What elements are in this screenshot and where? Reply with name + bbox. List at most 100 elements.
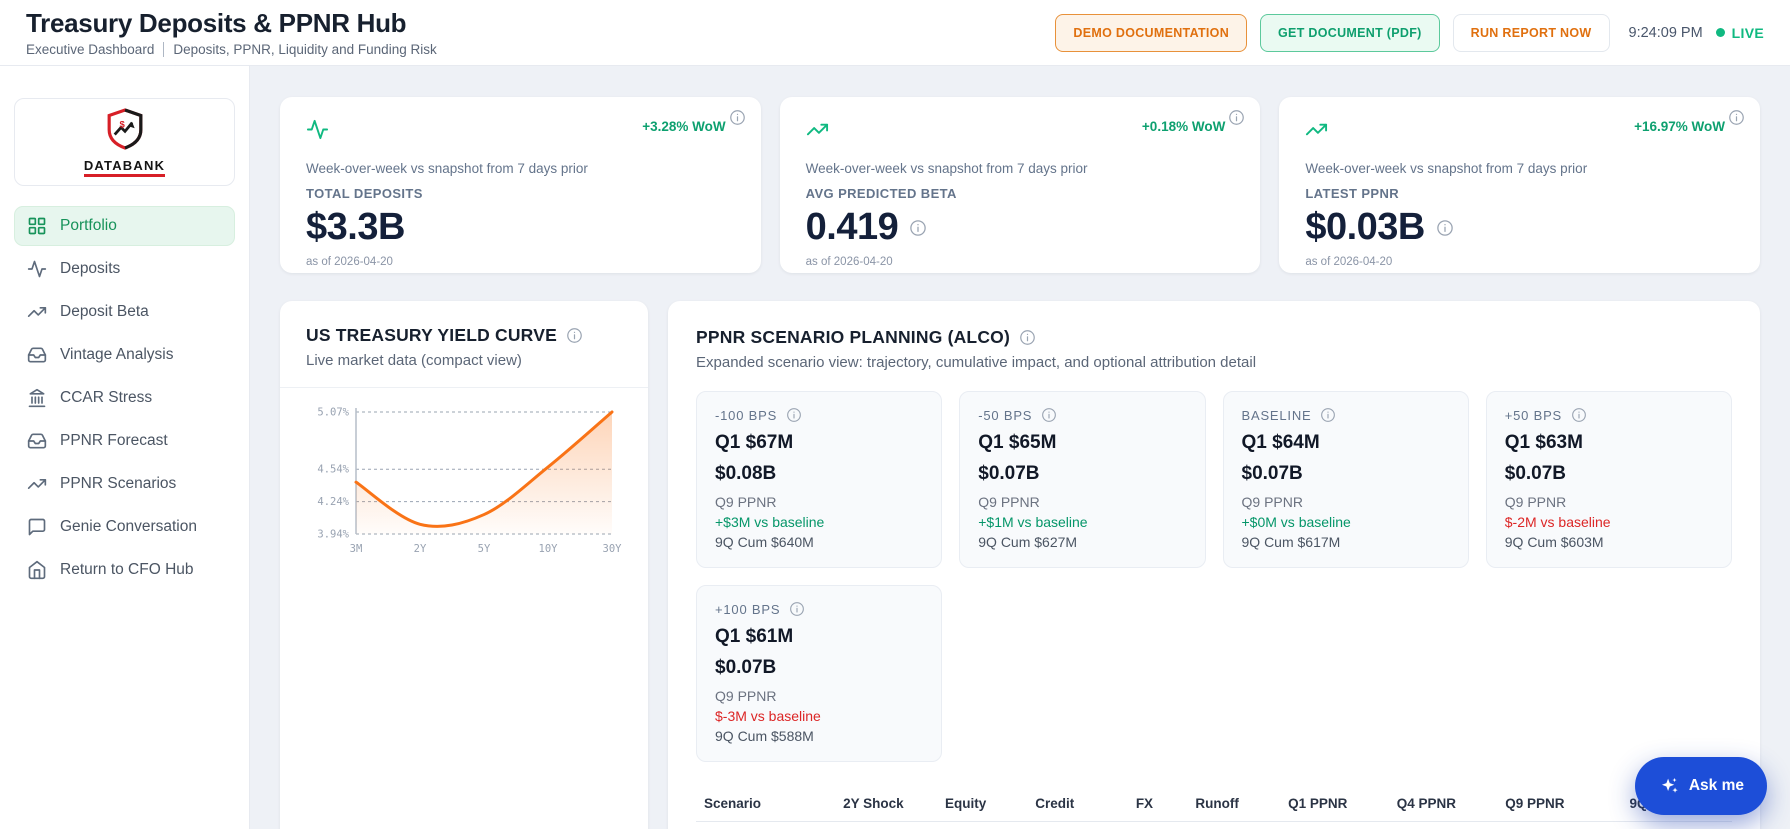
scenario-q1-value: Q1 $63M xyxy=(1504,432,1583,453)
scenario-card-label: -50 BPS xyxy=(978,407,1033,423)
scenario-total-value: $0.07B xyxy=(715,657,777,678)
info-icon[interactable] xyxy=(566,327,583,344)
live-dot-icon xyxy=(1715,28,1725,37)
scenario-card: +100 BPS Q1 $61M $0.07B Q9 PPNR $-3M vs … xyxy=(696,585,943,762)
scenario-table: Scenario 2Y Shock Equity Credit FX Runoff Q1 P… xyxy=(696,786,1732,829)
header-bar: Treasury Deposits & PPNR Hub Executive D… xyxy=(0,0,1790,66)
info-icon[interactable] xyxy=(1728,109,1745,126)
sidebar-item-deposit-beta[interactable]: Deposit Beta xyxy=(14,292,235,332)
sidebar-item-label: Genie Conversation xyxy=(60,518,197,535)
scenario-q1-value: Q1 $65M xyxy=(978,432,1057,453)
scenario-delta: +$3M vs baseline xyxy=(715,514,825,530)
ask-me-button[interactable]: Ask me xyxy=(1634,757,1767,815)
sidebar-item-deposits[interactable]: Deposits xyxy=(14,249,235,289)
table-header-2y-shock: 2Y Shock xyxy=(801,786,912,822)
scenario-card: -50 BPS Q1 $65M $0.07B Q9 PPNR +$1M vs b… xyxy=(959,391,1206,568)
sidebar-item-portfolio[interactable]: Portfolio xyxy=(14,206,235,246)
info-icon[interactable] xyxy=(786,407,802,423)
kpi-note: Week-over-week vs snapshot from 7 days p… xyxy=(306,161,588,176)
table-header-runoff: Runoff xyxy=(1161,786,1247,822)
kpi-label: LATEST PPNR xyxy=(1305,186,1400,201)
divider xyxy=(280,387,648,388)
main-content: +3.28% WoW Week-over-week vs snapshot fr… xyxy=(250,66,1790,829)
svg-text:10Y: 10Y xyxy=(539,543,559,555)
run-report-now-button[interactable]: RUN REPORT NOW xyxy=(1452,13,1610,52)
table-cell: -100 bps xyxy=(696,821,802,829)
kpi-note: Week-over-week vs snapshot from 7 days p… xyxy=(805,161,1088,176)
table-cell: -35 bps xyxy=(994,821,1083,829)
live-status: LIVE xyxy=(1715,24,1764,41)
sidebar-item-ppnr-forecast[interactable]: PPNR Forecast xyxy=(14,421,235,461)
kpi-card-latest-ppnr: +16.97% WoW Week-over-week vs snapshot f… xyxy=(1279,97,1760,273)
sidebar-item-label: Return to CFO Hub xyxy=(60,561,194,578)
sidebar-item-vintage-analysis[interactable]: Vintage Analysis xyxy=(14,335,235,375)
svg-text:3.94%: 3.94% xyxy=(317,529,349,541)
scenario-sub-label: Q9 PPNR xyxy=(978,494,1040,510)
table-body: -100 bps-100 bps+4.0%-35 bps+2.0%-3.0%$6… xyxy=(696,821,1732,829)
scenario-card: +50 BPS Q1 $63M $0.07B Q9 PPNR $-2M vs b… xyxy=(1485,391,1732,568)
sidebar-item-ppnr-scenarios[interactable]: PPNR Scenarios xyxy=(14,464,235,504)
kpi-delta-badge: +16.97% WoW xyxy=(1634,119,1725,134)
sidebar-nav: Portfolio Deposits Deposit Beta Vintage Ana… xyxy=(14,206,235,590)
kpi-delta-badge: +0.18% WoW xyxy=(1141,119,1226,134)
trending-up-icon xyxy=(806,118,829,141)
ppnr-panel-subtitle: Expanded scenario view: trajectory, cumu… xyxy=(696,354,1257,371)
scenario-q1-value: Q1 $61M xyxy=(715,626,794,647)
table-cell: $640M xyxy=(1572,821,1732,829)
scenario-cards: -100 BPS Q1 $67M $0.08B Q9 PPNR +$3M vs … xyxy=(696,391,1732,762)
inbox-icon xyxy=(27,431,47,451)
info-icon[interactable] xyxy=(1041,407,1057,423)
info-icon[interactable] xyxy=(1320,407,1336,423)
get-document-pdf-button[interactable]: GET DOCUMENT (PDF) xyxy=(1260,13,1440,52)
breadcrumb-right: Deposits, PPNR, Liquidity and Funding Ri… xyxy=(173,42,437,57)
databank-logo-text: DATABANK xyxy=(83,158,166,177)
scenario-q1-value: Q1 $67M xyxy=(715,432,794,453)
kpi-row: +3.28% WoW Week-over-week vs snapshot fr… xyxy=(280,97,1760,273)
sidebar-item-label: PPNR Forecast xyxy=(60,432,168,449)
sidebar-item-label: Deposit Beta xyxy=(60,303,149,320)
scenario-total-value: $0.07B xyxy=(978,463,1040,484)
ppnr-scenario-panel: PPNR SCENARIO PLANNING (ALCO) Expanded s… xyxy=(668,301,1760,829)
scenario-card: -100 BPS Q1 $67M $0.08B Q9 PPNR +$3M vs … xyxy=(696,391,943,568)
scenario-cumulative: 9Q Cum $588M xyxy=(715,728,814,744)
table-header-scenario: Scenario xyxy=(696,786,802,822)
info-icon[interactable] xyxy=(909,219,927,237)
table-cell: $76M xyxy=(1463,821,1573,829)
table-cell: $67M xyxy=(1246,821,1356,829)
scenario-cumulative: 9Q Cum $603M xyxy=(1504,534,1604,550)
info-icon[interactable] xyxy=(1019,329,1036,346)
trending-up-icon xyxy=(27,474,47,494)
scenario-delta: $-3M vs baseline xyxy=(715,708,821,724)
sidebar-item-label: Vintage Analysis xyxy=(60,346,174,363)
info-icon[interactable] xyxy=(1228,109,1245,126)
live-label: LIVE xyxy=(1731,24,1764,41)
scenario-q1-value: Q1 $64M xyxy=(1241,432,1320,453)
svg-text:$: $ xyxy=(119,119,125,130)
yield-panel-title: US TREASURY YIELD CURVE xyxy=(306,325,557,345)
kpi-note: Week-over-week vs snapshot from 7 days p… xyxy=(1305,161,1588,176)
info-icon[interactable] xyxy=(789,601,805,617)
info-icon[interactable] xyxy=(729,109,746,126)
kpi-asof: as of 2026-04-20 xyxy=(1305,256,1393,268)
sidebar-item-return-to-cfo-hub[interactable]: Return to CFO Hub xyxy=(14,550,235,590)
scenario-delta: +$0M vs baseline xyxy=(1241,514,1351,530)
svg-text:5.07%: 5.07% xyxy=(317,407,349,419)
table-header-fx: FX xyxy=(1082,786,1162,822)
yield-curve-panel: US TREASURY YIELD CURVE Live market data… xyxy=(280,301,648,829)
activity-icon xyxy=(306,118,329,141)
table-cell: -100 bps xyxy=(801,821,912,829)
svg-text:5Y: 5Y xyxy=(478,543,491,555)
yield-panel-subtitle: Live market data (compact view) xyxy=(306,352,522,369)
demo-documentation-button[interactable]: DEMO DOCUMENTATION xyxy=(1055,13,1248,52)
table-cell: -3.0% xyxy=(1161,821,1247,829)
info-icon[interactable] xyxy=(1436,219,1454,237)
scenario-delta: +$1M vs baseline xyxy=(978,514,1088,530)
svg-text:3M: 3M xyxy=(350,543,363,555)
databank-shield-icon: $ xyxy=(106,107,144,155)
trending-up-icon xyxy=(1305,118,1328,141)
info-icon[interactable] xyxy=(1571,407,1587,423)
sidebar-item-ccar-stress[interactable]: CCAR Stress xyxy=(14,378,235,418)
grid-icon xyxy=(27,216,47,236)
sidebar-item-genie-conversation[interactable]: Genie Conversation xyxy=(14,507,235,547)
table-header-row: Scenario 2Y Shock Equity Credit FX Runoff Q1 P… xyxy=(696,786,1732,822)
